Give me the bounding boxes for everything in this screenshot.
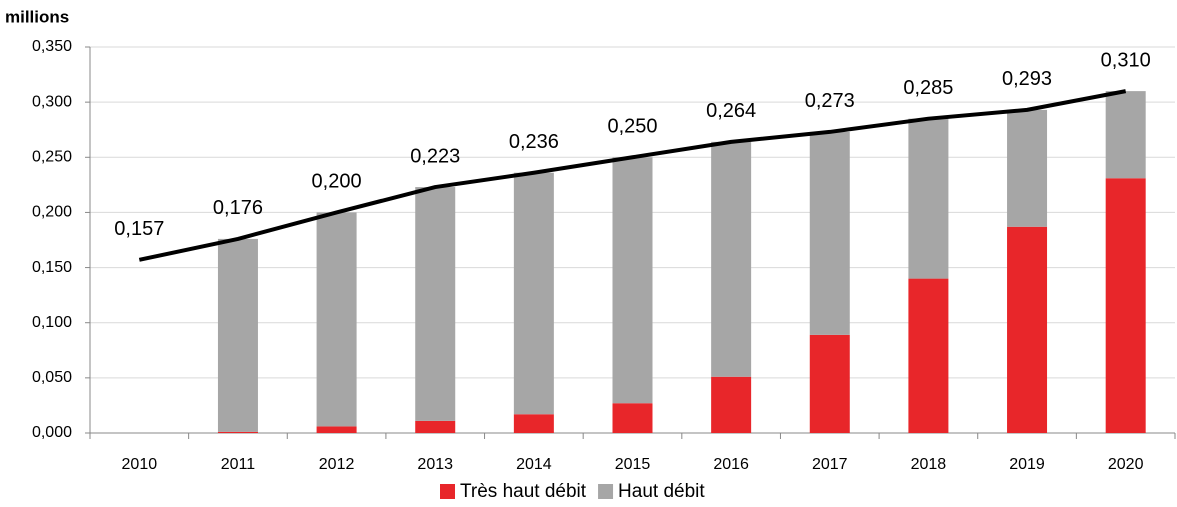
- legend-label: Très haut débit: [460, 481, 587, 502]
- bar: [612, 157, 653, 404]
- x-tick-label: 2010: [122, 456, 158, 473]
- bar: [415, 420, 456, 433]
- x-tick-label: 2012: [319, 456, 355, 473]
- bar: [217, 431, 258, 433]
- data-label: 0,223: [410, 145, 460, 167]
- data-label: 0,285: [903, 77, 953, 99]
- x-tick-label: 2018: [911, 456, 947, 473]
- data-label: 0,264: [706, 100, 756, 122]
- bar: [908, 278, 949, 433]
- y-tick-label: 0,100: [32, 314, 72, 331]
- data-label: 0,310: [1101, 49, 1151, 71]
- legend-swatch: [598, 484, 614, 499]
- bar: [415, 187, 456, 421]
- x-tick-label: 2016: [713, 456, 749, 473]
- y-tick-label: 0,150: [32, 259, 72, 276]
- data-label: 0,273: [805, 90, 855, 112]
- bar: [1105, 178, 1146, 433]
- data-label: 0,293: [1002, 68, 1052, 90]
- bar: [809, 131, 850, 335]
- data-label: 0,250: [607, 116, 657, 138]
- legend-label: Haut débit: [618, 481, 705, 502]
- bar: [316, 212, 357, 427]
- data-label: 0,200: [312, 171, 362, 193]
- bar: [217, 238, 258, 432]
- data-label: 0,176: [213, 197, 263, 219]
- bar: [316, 426, 357, 433]
- x-tick-label: 2019: [1009, 456, 1045, 473]
- bar: [711, 141, 752, 377]
- bar: [612, 403, 653, 433]
- x-tick-label: 2015: [615, 456, 651, 473]
- bar: [1105, 91, 1146, 179]
- bar: [1007, 226, 1048, 433]
- x-tick-label: 2011: [221, 456, 256, 473]
- bar: [711, 376, 752, 433]
- y-tick-label: 0,050: [32, 369, 72, 386]
- bar: [513, 414, 554, 433]
- x-tick-label: 2017: [812, 456, 848, 473]
- y-tick-label: 0,000: [32, 424, 72, 441]
- y-tick-label: 0,300: [32, 93, 72, 110]
- x-tick-label: 2013: [417, 456, 453, 473]
- bar: [513, 172, 554, 415]
- bar: [1007, 109, 1048, 227]
- y-tick-label: 0,350: [32, 38, 72, 55]
- y-tick-label: 0,250: [32, 149, 72, 166]
- bar: [908, 118, 949, 279]
- legend-swatch: [440, 484, 455, 499]
- data-label: 0,236: [509, 131, 559, 153]
- total-line: [138, 89, 1127, 262]
- y-tick-label: 0,200: [32, 204, 72, 221]
- unit-label: millions: [5, 7, 69, 26]
- x-tick-label: 2020: [1108, 456, 1144, 473]
- data-label: 0,157: [114, 218, 164, 240]
- bar: [809, 334, 850, 433]
- x-tick-label: 2014: [516, 456, 552, 473]
